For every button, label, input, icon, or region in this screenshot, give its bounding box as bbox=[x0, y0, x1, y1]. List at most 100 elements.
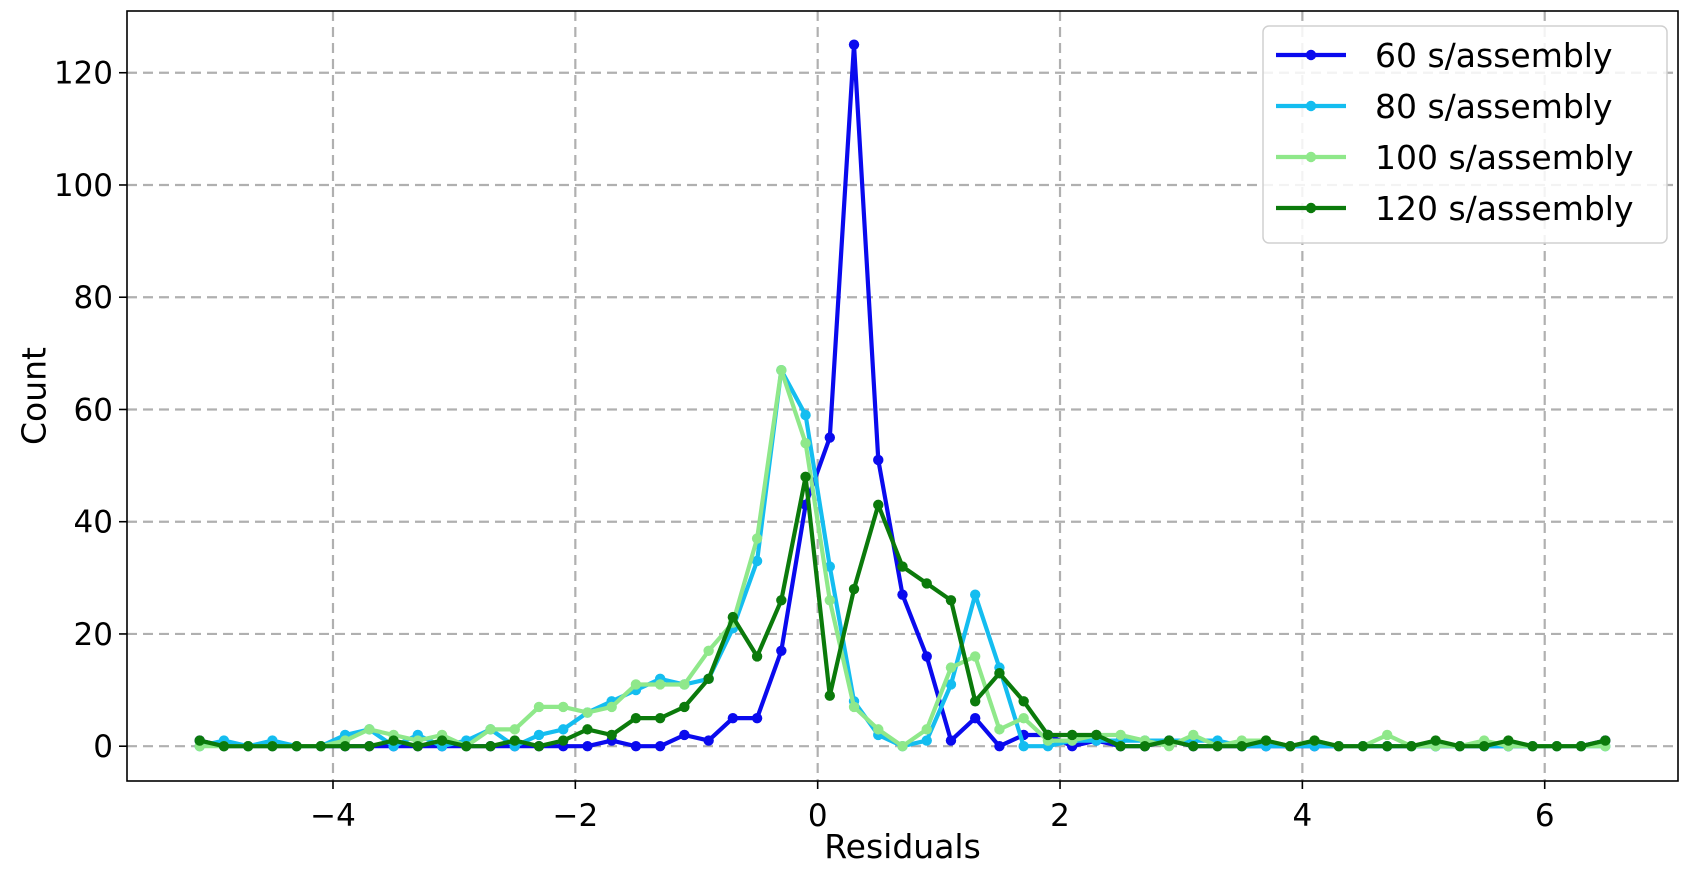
data-point bbox=[1285, 741, 1296, 752]
y-tick-label: 120 bbox=[54, 56, 113, 92]
data-point bbox=[436, 735, 448, 746]
y-tick-label: 100 bbox=[54, 168, 113, 204]
x-tick-label: 6 bbox=[1535, 798, 1555, 834]
data-point bbox=[873, 454, 884, 466]
data-point bbox=[364, 741, 375, 752]
data-point bbox=[1503, 735, 1514, 746]
data-point bbox=[630, 679, 642, 690]
data-point bbox=[1260, 735, 1272, 746]
data-point bbox=[897, 561, 908, 572]
data-point bbox=[1575, 741, 1587, 752]
data-point bbox=[1139, 741, 1151, 752]
data-point bbox=[606, 729, 617, 741]
data-point bbox=[485, 724, 496, 735]
data-point bbox=[824, 432, 835, 443]
data-point bbox=[1188, 729, 1199, 741]
data-point bbox=[776, 364, 787, 376]
data-point bbox=[921, 735, 932, 746]
data-point bbox=[848, 583, 860, 595]
data-point bbox=[1333, 741, 1344, 752]
legend-label: 100 s/assembly bbox=[1375, 138, 1634, 177]
data-point bbox=[1163, 735, 1175, 746]
data-point bbox=[533, 729, 545, 741]
data-point bbox=[582, 707, 593, 718]
legend-item: 120 s/assembly bbox=[1276, 189, 1634, 228]
x-axis-label: Residuals bbox=[824, 827, 981, 866]
data-point bbox=[388, 735, 399, 746]
legend-marker bbox=[1305, 100, 1317, 112]
series-4 bbox=[194, 471, 1611, 752]
data-point bbox=[1115, 729, 1126, 741]
data-point bbox=[1018, 741, 1029, 752]
data-point bbox=[1381, 729, 1393, 741]
data-point bbox=[727, 712, 739, 724]
data-point bbox=[461, 741, 472, 752]
data-point bbox=[339, 741, 351, 752]
data-point bbox=[242, 741, 254, 752]
grid-lines bbox=[127, 11, 1678, 781]
data-point bbox=[945, 595, 957, 606]
legend-box bbox=[1262, 25, 1668, 244]
legend-item: 80 s/assembly bbox=[1276, 87, 1613, 126]
data-point bbox=[994, 668, 1005, 679]
x-tick-label: 0 bbox=[808, 798, 828, 834]
x-tick-label: 4 bbox=[1293, 798, 1313, 834]
data-point bbox=[1600, 735, 1611, 746]
data-point bbox=[533, 701, 545, 713]
y-axis-label: Count bbox=[15, 347, 54, 445]
data-point bbox=[1478, 741, 1490, 752]
data-point bbox=[1430, 735, 1441, 746]
data-point bbox=[291, 741, 302, 752]
data-point bbox=[194, 735, 205, 746]
data-point bbox=[1115, 741, 1126, 752]
legend-marker bbox=[1305, 202, 1317, 214]
y-tick-label: 40 bbox=[74, 505, 113, 541]
data-point bbox=[1042, 729, 1054, 741]
data-point bbox=[970, 589, 981, 600]
data-point bbox=[727, 611, 739, 623]
data-point bbox=[873, 724, 884, 735]
data-point bbox=[679, 679, 690, 690]
data-point bbox=[824, 561, 835, 572]
data-point bbox=[897, 741, 908, 752]
data-point bbox=[630, 712, 642, 724]
data-point bbox=[751, 555, 763, 567]
data-point bbox=[654, 741, 666, 752]
legend: 60 s/assembly 80 s/assembly 100 s/assembly… bbox=[1262, 25, 1668, 244]
data-point bbox=[824, 690, 835, 701]
data-point bbox=[630, 741, 642, 752]
x-tick-label: −4 bbox=[310, 798, 356, 834]
data-point bbox=[267, 741, 278, 752]
data-point bbox=[1066, 729, 1078, 741]
series-layer bbox=[194, 39, 1611, 752]
legend-item: 60 s/assembly bbox=[1276, 36, 1613, 75]
data-point bbox=[1018, 712, 1029, 724]
legend-item: 100 s/assembly bbox=[1276, 138, 1634, 177]
data-point bbox=[873, 499, 884, 511]
data-point bbox=[945, 735, 957, 746]
data-point bbox=[970, 651, 981, 662]
data-point bbox=[582, 724, 593, 735]
data-point bbox=[703, 645, 714, 656]
data-point bbox=[921, 578, 932, 589]
data-point bbox=[945, 679, 957, 690]
data-point bbox=[994, 724, 1005, 735]
data-point bbox=[751, 533, 763, 544]
data-point bbox=[218, 741, 230, 752]
data-point bbox=[654, 679, 666, 690]
data-point bbox=[582, 741, 593, 752]
data-point bbox=[897, 589, 908, 600]
data-point bbox=[679, 729, 690, 741]
y-tick-label: 80 bbox=[74, 280, 113, 316]
data-point bbox=[970, 696, 981, 707]
data-point bbox=[1236, 741, 1247, 752]
data-point bbox=[800, 437, 811, 449]
data-point bbox=[751, 651, 763, 662]
plot-frame bbox=[126, 10, 1679, 782]
data-point bbox=[1091, 729, 1102, 741]
data-point bbox=[485, 741, 496, 752]
legend-marker bbox=[1305, 49, 1317, 61]
data-point bbox=[533, 741, 545, 752]
x-tick-label: −2 bbox=[552, 798, 598, 834]
